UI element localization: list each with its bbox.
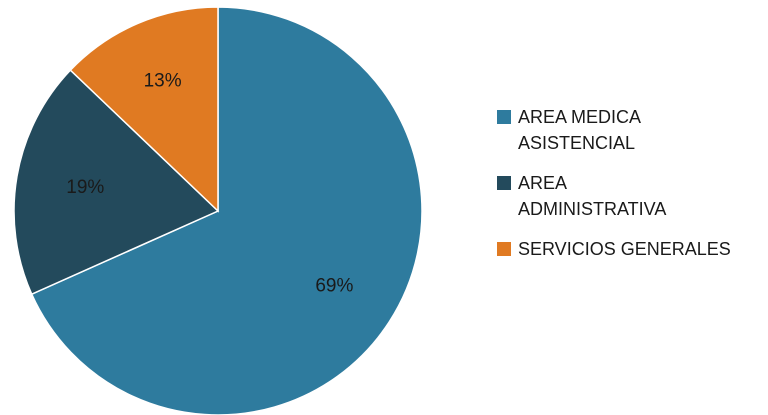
data-label-area-medica-asistencial: 69% bbox=[315, 276, 353, 297]
pie-slice-area-administrativa bbox=[13, 69, 220, 296]
legend-swatch bbox=[497, 176, 511, 190]
legend-item-area-administrativa: AREA ADMINISTRATIVA bbox=[497, 170, 763, 222]
legend-item-area-medica-asistencial: AREA MEDICA ASISTENCIAL bbox=[497, 104, 763, 156]
legend-label: SERVICIOS GENERALES bbox=[518, 239, 731, 259]
legend: AREA MEDICA ASISTENCIAL AREA ADMINISTRAT… bbox=[497, 104, 763, 276]
pie-slice-area-medica-asistencial bbox=[30, 6, 423, 415]
legend-label: AREA ADMINISTRATIVA bbox=[518, 173, 667, 219]
data-label-area-administrativa: 19% bbox=[66, 177, 104, 198]
pie-slice-servicios-generales bbox=[69, 6, 219, 213]
legend-swatch bbox=[497, 110, 511, 124]
data-label-servicios-generales: 13% bbox=[144, 71, 182, 92]
legend-item-servicios-generales: SERVICIOS GENERALES bbox=[497, 236, 763, 262]
pie-chart: 69% 19% 13% bbox=[13, 6, 423, 415]
legend-swatch bbox=[497, 242, 511, 256]
legend-label: AREA MEDICA ASISTENCIAL bbox=[518, 107, 641, 153]
